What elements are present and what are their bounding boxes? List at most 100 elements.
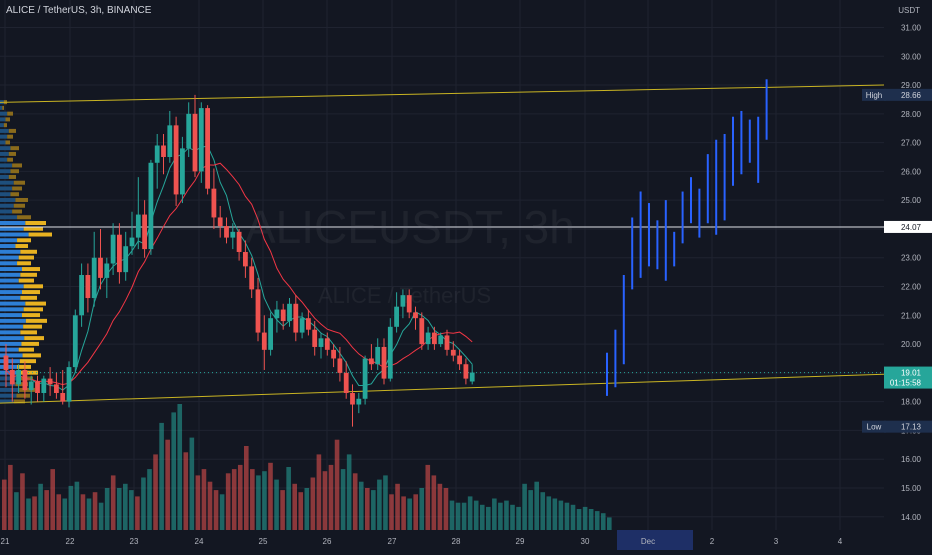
candle-body: [274, 309, 280, 319]
volume-bar: [540, 492, 546, 530]
candle-body: [318, 338, 324, 347]
date-tick-label: 27: [388, 537, 397, 546]
candle-body: [469, 372, 475, 382]
low-tag: Low: [867, 423, 882, 432]
volume-profile-bar: [0, 209, 13, 214]
candle-body: [249, 266, 255, 290]
volume-profile-bar: [0, 157, 8, 162]
volume-bar: [492, 498, 497, 530]
volume-bar: [262, 471, 267, 530]
volume-bar: [183, 452, 189, 530]
price-tick-label: 20.00: [901, 340, 922, 349]
candle-body: [324, 338, 330, 350]
volume-profile-bar: [12, 163, 22, 168]
last-price-label: 19.01: [901, 369, 922, 378]
volume-bar: [195, 475, 201, 530]
volume-profile-bar: [17, 238, 31, 243]
volume-bar: [600, 513, 606, 530]
volume-profile-bar: [0, 399, 14, 404]
volume-bar: [244, 446, 249, 530]
candle-body: [205, 108, 210, 189]
volume-profile-bar: [25, 221, 46, 226]
volume-profile-bar: [0, 192, 11, 197]
candle-body: [255, 289, 261, 333]
volume-profile-bar: [0, 203, 14, 208]
chart-title[interactable]: ALICE / TetherUS, 3h, BINANCE: [6, 5, 152, 16]
volume-profile-bar: [7, 157, 13, 162]
date-tick-label: 3: [774, 537, 779, 546]
candle-body: [312, 329, 318, 347]
volume-bar: [129, 490, 134, 530]
volume-profile-bar: [0, 151, 9, 156]
volume-bar: [44, 490, 49, 530]
channel-lower-line: [0, 373, 885, 404]
volume-profile-bar: [0, 284, 24, 289]
volume-profile-bar: [28, 232, 52, 237]
ma-slow-line: [5, 162, 473, 386]
volume-bar: [98, 502, 104, 530]
candle-body: [438, 335, 444, 345]
volume-bar: [237, 464, 243, 530]
volume-profile-bar: [23, 307, 43, 312]
volume-profile-bar: [0, 359, 20, 364]
volume-profile-bar: [23, 284, 43, 289]
volume-profile-bar: [0, 180, 14, 185]
volume-bar: [498, 502, 503, 530]
candle-body: [261, 332, 267, 350]
candle-body: [28, 381, 34, 391]
volume-profile-bar: [0, 382, 16, 387]
volume-profile-bar: [0, 387, 20, 392]
volume-bar: [123, 483, 128, 530]
volume-profile-bar: [22, 313, 40, 318]
volume-profile-bar: [0, 221, 26, 226]
volume-bar: [286, 467, 291, 530]
last-price-label-bg: [884, 366, 932, 389]
volume-bar: [522, 483, 527, 530]
volume-bar: [558, 500, 564, 530]
volume-profile-bar: [10, 192, 19, 197]
price-tick-label: 25.00: [901, 196, 922, 205]
currency-label[interactable]: USDT: [898, 6, 920, 15]
volume-bar: [407, 498, 412, 530]
date-tick-label: 2: [710, 537, 715, 546]
volume-profile-bar: [0, 232, 29, 237]
candle-body: [293, 303, 299, 333]
candle-body: [85, 275, 91, 299]
date-tick-label: 22: [66, 537, 75, 546]
volume-bar: [582, 506, 588, 530]
volume-profile-bar: [5, 117, 10, 122]
volume-profile-bar: [0, 163, 13, 168]
volume-bar: [425, 464, 431, 530]
volume-profile-bar: [20, 330, 37, 335]
volume-bar: [268, 462, 273, 530]
candle-body: [148, 162, 154, 250]
volume-profile-bar: [0, 353, 23, 358]
volume-profile-bar: [18, 347, 34, 352]
volume-bar: [56, 494, 62, 530]
candle-body: [129, 237, 135, 247]
level-price-label: 24.07: [901, 223, 922, 232]
candle-body: [186, 113, 192, 149]
channel-upper-line: [0, 84, 885, 103]
candle-body: [306, 318, 311, 330]
candle-body: [167, 125, 173, 158]
candle-body: [161, 145, 166, 158]
volume-profile-bar: [0, 186, 13, 191]
volume-bar: [322, 471, 328, 530]
volume-bar: [189, 437, 195, 530]
volume-profile-bar: [8, 151, 16, 156]
volume-profile-bar: [13, 203, 25, 208]
candle-body: [362, 358, 368, 399]
volume-bar: [207, 481, 213, 530]
volume-bar: [576, 509, 582, 530]
candle-body: [394, 306, 399, 327]
volume-profile-bar: [22, 267, 40, 272]
price-tick-label: 22.00: [901, 283, 922, 292]
volume-profile-bar: [0, 318, 26, 323]
volume-profile-bar: [0, 261, 18, 266]
candle-body: [287, 303, 292, 322]
volume-bar: [358, 481, 364, 530]
price-tick-label: 26.00: [901, 167, 922, 176]
